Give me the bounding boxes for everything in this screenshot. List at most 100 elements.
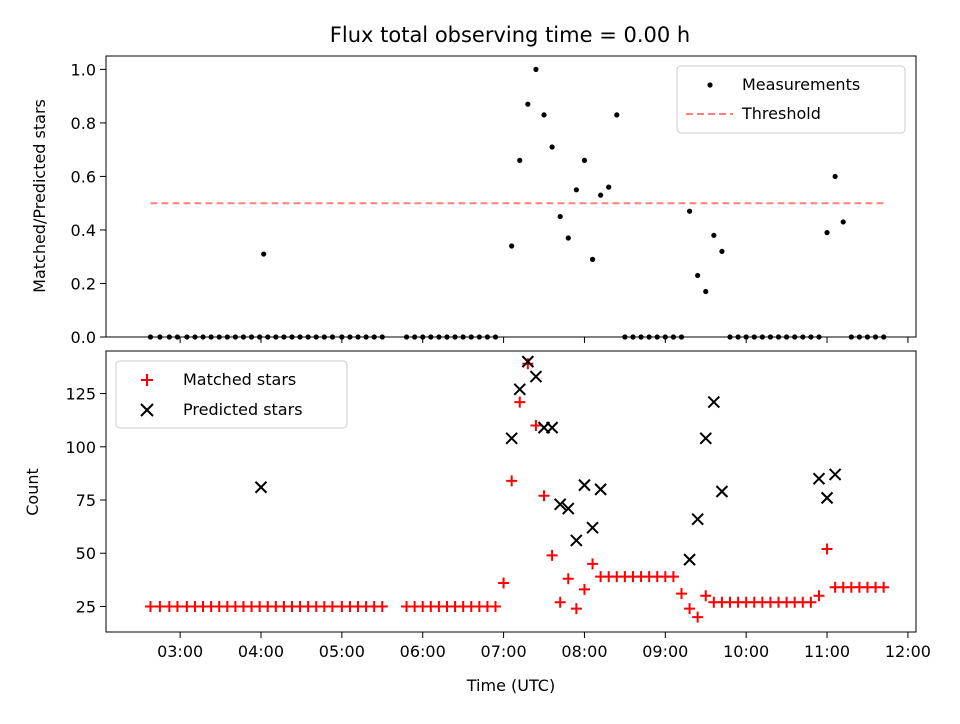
predicted-stars-point (529, 370, 543, 383)
measurements-point (261, 251, 267, 257)
predicted-stars-point (505, 432, 518, 445)
xtick-label: 03:00 (157, 642, 203, 661)
bottom-ytick-label: 50 (76, 544, 96, 563)
bottom-panel-legend: Matched stars Predicted stars (115, 360, 348, 429)
matched-stars-point (144, 600, 156, 612)
matched-stars-point (514, 396, 526, 408)
matched-stars-point (171, 600, 183, 612)
top-panel-ylabel: Matched/Predicted stars (30, 99, 49, 293)
predicted-stars-point (578, 478, 591, 492)
matched-stars-point (506, 475, 518, 487)
bottom-panel-xlabel: Time (UTC) (466, 676, 555, 695)
predicted-stars-point (715, 485, 729, 498)
top-ytick-label: 0.2 (71, 274, 96, 293)
bottom-panel-frame (105, 350, 917, 633)
bottom-ytick-label: 25 (76, 597, 96, 616)
measurements-point (606, 184, 612, 190)
predicted-stars-point (691, 512, 704, 526)
matched-stars-point (587, 558, 599, 570)
matched-stars-point (546, 549, 558, 561)
predicted-stars-point (820, 491, 834, 505)
predicted-stars-point (254, 481, 268, 494)
matched-stars-point (821, 543, 833, 555)
measurements-point (686, 208, 693, 214)
predicted-stars-point (562, 502, 575, 515)
top-ytick-label: 1.0 (71, 60, 96, 79)
measurements-point (541, 112, 547, 118)
xtick-label: 09:00 (642, 642, 688, 661)
measurements-point (719, 248, 725, 254)
xtick-label: 11:00 (804, 642, 850, 661)
measurements-point (598, 192, 604, 198)
legend-matched-marker (141, 374, 153, 386)
predicted-stars-point (699, 432, 712, 445)
measurements-point (525, 101, 531, 107)
xtick-label: 05:00 (319, 642, 365, 661)
top-panel: 0.0 0.2 0.4 0.6 0.8 1.0 Matched/Predicted sta… (30, 55, 917, 347)
legend-predicted-label: Predicted stars (183, 400, 303, 419)
matched-stars-point (154, 600, 166, 612)
predicted-stars-point (586, 521, 599, 534)
matched-stars-point (578, 583, 590, 595)
bottom-panel: 25 50 75 100 125 03:00 04:00 05:00 06:00 07:00 08… (23, 350, 931, 695)
measurements-point (832, 173, 838, 180)
measurements-point (549, 144, 555, 150)
measurements-point (533, 66, 539, 72)
matched-stars-point (675, 588, 687, 600)
matched-stars-point (667, 571, 679, 583)
predicted-stars-point (521, 355, 535, 368)
predicted-stars-point (545, 421, 559, 434)
matched-stars-point (805, 596, 817, 608)
predicted-stars-point (570, 534, 583, 547)
top-panel-frame (105, 55, 917, 338)
top-ytick-label: 0.8 (71, 114, 96, 133)
legend-matched-label: Matched stars (183, 370, 296, 389)
bottom-panel-ylabel: Count (23, 468, 42, 516)
measurements-point (573, 187, 579, 193)
measurements-point (581, 157, 588, 163)
legend-threshold-label: Threshold (741, 104, 821, 123)
measurements-point (614, 112, 620, 118)
predicted-stars-point (707, 395, 721, 409)
measurements-point (711, 232, 717, 238)
measurements-point (509, 243, 515, 249)
matched-stars-point (326, 600, 338, 612)
top-ytick-label: 0.6 (71, 167, 96, 186)
matched-stars-point (570, 603, 582, 615)
matched-stars-point (813, 590, 825, 602)
legend-predicted-marker (140, 403, 154, 417)
top-ytick-label: 0.4 (71, 221, 96, 240)
matched-stars-point (522, 358, 534, 370)
chart-title: Flux total observing time = 0.00 h (330, 23, 690, 47)
xtick-label: 08:00 (561, 642, 607, 661)
xtick-label: 10:00 (723, 642, 769, 661)
measurements-point (589, 256, 596, 262)
matched-stars-point (700, 590, 712, 602)
matched-stars-point (878, 581, 890, 593)
matched-stars-point (490, 600, 502, 612)
measurements-point (565, 235, 571, 241)
legend-measurements-marker (707, 82, 713, 88)
predicted-stars-point (553, 498, 567, 511)
matched-stars-point (376, 600, 388, 612)
matched-stars-point (554, 596, 566, 608)
xtick-label: 12:00 (885, 642, 931, 661)
matched-stars-point (692, 611, 704, 623)
predicted-stars-point (513, 383, 526, 396)
matched-stars-point (684, 603, 696, 615)
measurements-point (703, 288, 709, 295)
bottom-ytick-label: 125 (65, 385, 96, 404)
top-panel-legend: Measurements Threshold (676, 65, 906, 134)
predicted-stars-point (594, 483, 607, 496)
top-ytick-label: 0.0 (71, 328, 96, 347)
measurements-point (840, 219, 846, 225)
matched-stars-point (562, 573, 574, 585)
matched-stars-point (530, 420, 542, 432)
predicted-stars-point (683, 553, 696, 566)
predicted-stars-point (828, 468, 842, 481)
bottom-ytick-label: 100 (65, 438, 96, 457)
bottom-ytick-label: 75 (76, 491, 96, 510)
measurements-point (695, 272, 701, 279)
measurements-point (824, 230, 830, 236)
